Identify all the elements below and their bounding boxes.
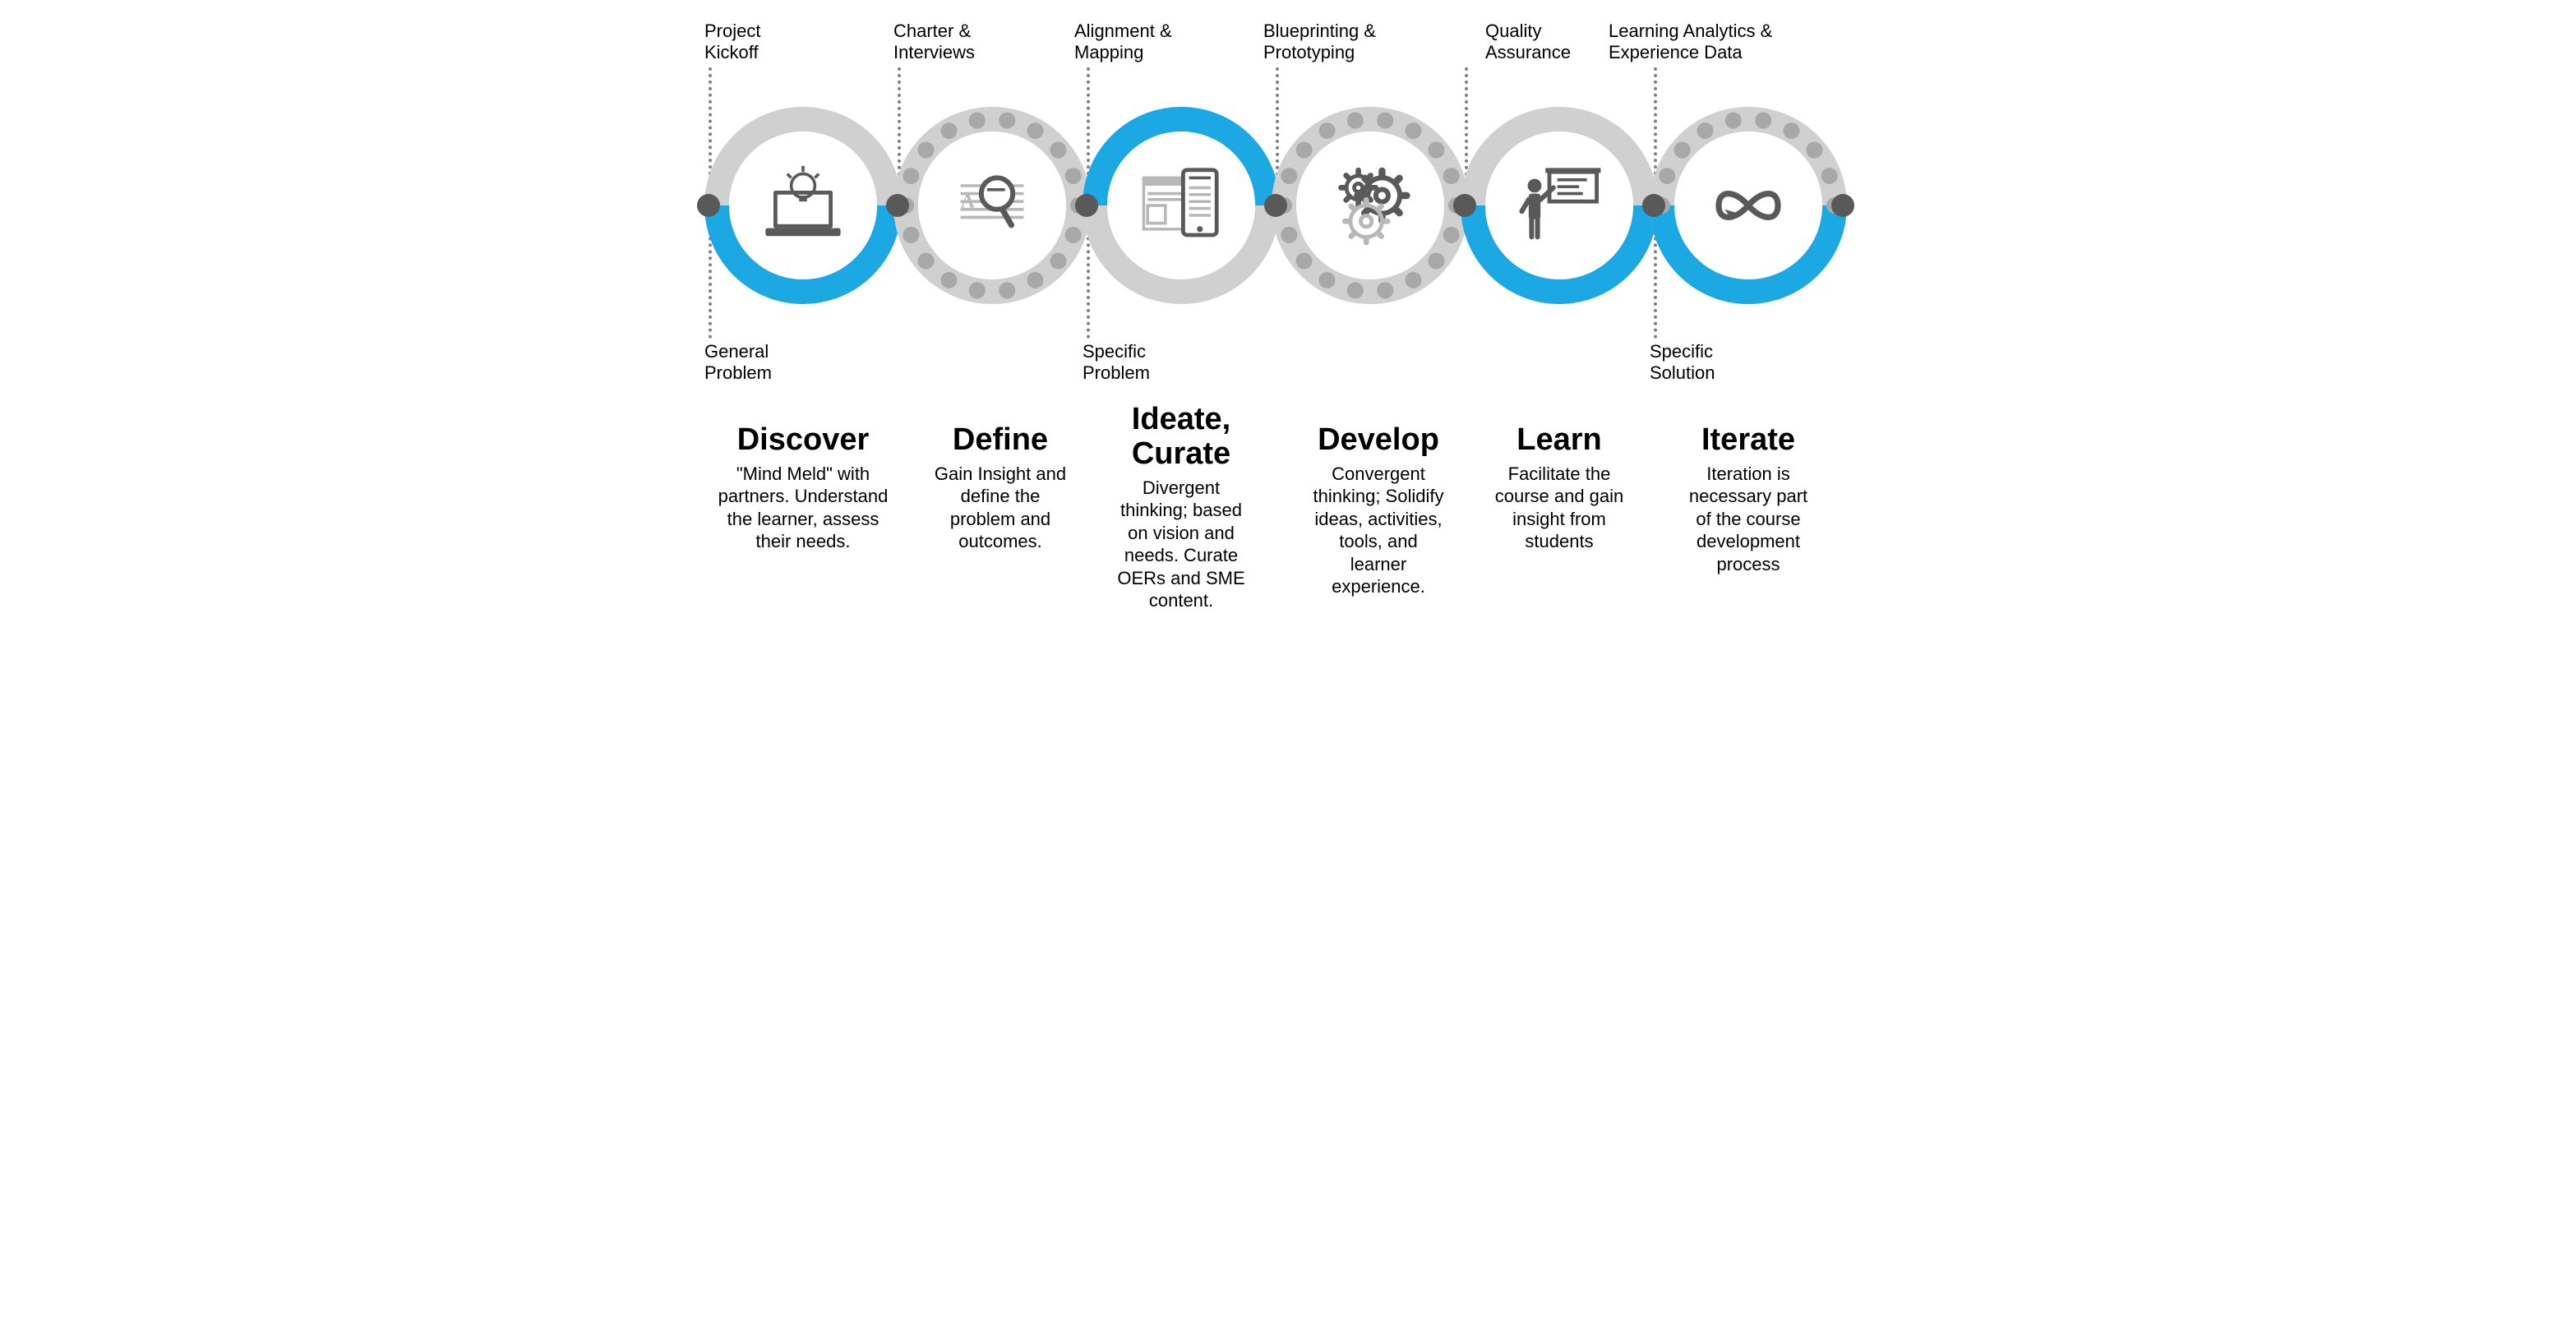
- connector-dot-6: [1831, 194, 1854, 217]
- stage-2: Ideate, Curate Divergent thinking; based…: [1091, 403, 1272, 612]
- circle-5: [1650, 107, 1847, 304]
- stage-desc-2: Divergent thinking; based on vision and …: [1091, 477, 1272, 612]
- presenter-icon: [1485, 131, 1633, 279]
- top-label-2: Alignment & Mapping: [1074, 21, 1172, 64]
- wireframes-icon: [1107, 131, 1255, 279]
- top-label-0: Project Kickoff: [704, 21, 760, 64]
- top-label-3: Blueprinting & Prototyping: [1263, 21, 1376, 64]
- circle-row: A: [704, 107, 1839, 304]
- connector-dot-0: [697, 194, 720, 217]
- circle-4: [1461, 107, 1658, 304]
- connector-dot-3: [1264, 194, 1287, 217]
- process-diagram: Project Kickoff Charter & Interviews Ali…: [680, 16, 1896, 641]
- stage-3: Develop Convergent thinking; Solidify id…: [1288, 423, 1469, 598]
- stage-desc-5: Iteration is necessary part of the cours…: [1666, 463, 1830, 576]
- connector-dot-2: [1075, 194, 1098, 217]
- top-label-5: Learning Analytics & Experience Data: [1609, 21, 1772, 64]
- connector-dot-5: [1642, 194, 1665, 217]
- circle-0: [704, 107, 902, 304]
- stage-desc-4: Facilitate the course and gain insight f…: [1477, 463, 1641, 553]
- stage-5: Iterate Iteration is necessary part of t…: [1666, 423, 1830, 575]
- stage-desc-1: Gain Insight and define the problem and …: [918, 463, 1083, 553]
- stage-4: Learn Facilitate the course and gain ins…: [1477, 423, 1641, 553]
- stage-1: Define Gain Insight and define the probl…: [918, 423, 1083, 553]
- stage-title-3: Develop: [1288, 423, 1469, 458]
- stage-title-4: Learn: [1477, 423, 1641, 458]
- stage-desc-0: "Mind Meld" with partners. Understand th…: [713, 463, 893, 553]
- circle-3: [1272, 107, 1469, 304]
- stage-desc-3: Convergent thinking; Solidify ideas, act…: [1288, 463, 1469, 598]
- stage-title-1: Define: [918, 423, 1083, 458]
- bottom-label-0: General Problem: [704, 341, 772, 385]
- infinity-icon: [1674, 131, 1822, 279]
- gears-icon: [1296, 131, 1444, 279]
- laptop-bulb-icon: [729, 131, 877, 279]
- circle-1: A: [893, 107, 1091, 304]
- stage-title-0: Discover: [713, 423, 893, 458]
- connector-dot-1: [886, 194, 909, 217]
- circle-2: [1083, 107, 1280, 304]
- bottom-label-2: Specific Solution: [1650, 341, 1715, 385]
- top-label-1: Charter & Interviews: [893, 21, 975, 64]
- connector-dot-4: [1453, 194, 1476, 217]
- stage-title-2: Ideate, Curate: [1091, 403, 1272, 472]
- stage-title-5: Iterate: [1666, 423, 1830, 458]
- top-label-4: Quality Assurance: [1485, 21, 1571, 64]
- stage-0: Discover "Mind Meld" with partners. Unde…: [713, 423, 893, 553]
- bottom-label-1: Specific Problem: [1083, 341, 1150, 385]
- svg-text:A: A: [961, 191, 976, 212]
- magnifier-text-icon: A: [918, 131, 1066, 279]
